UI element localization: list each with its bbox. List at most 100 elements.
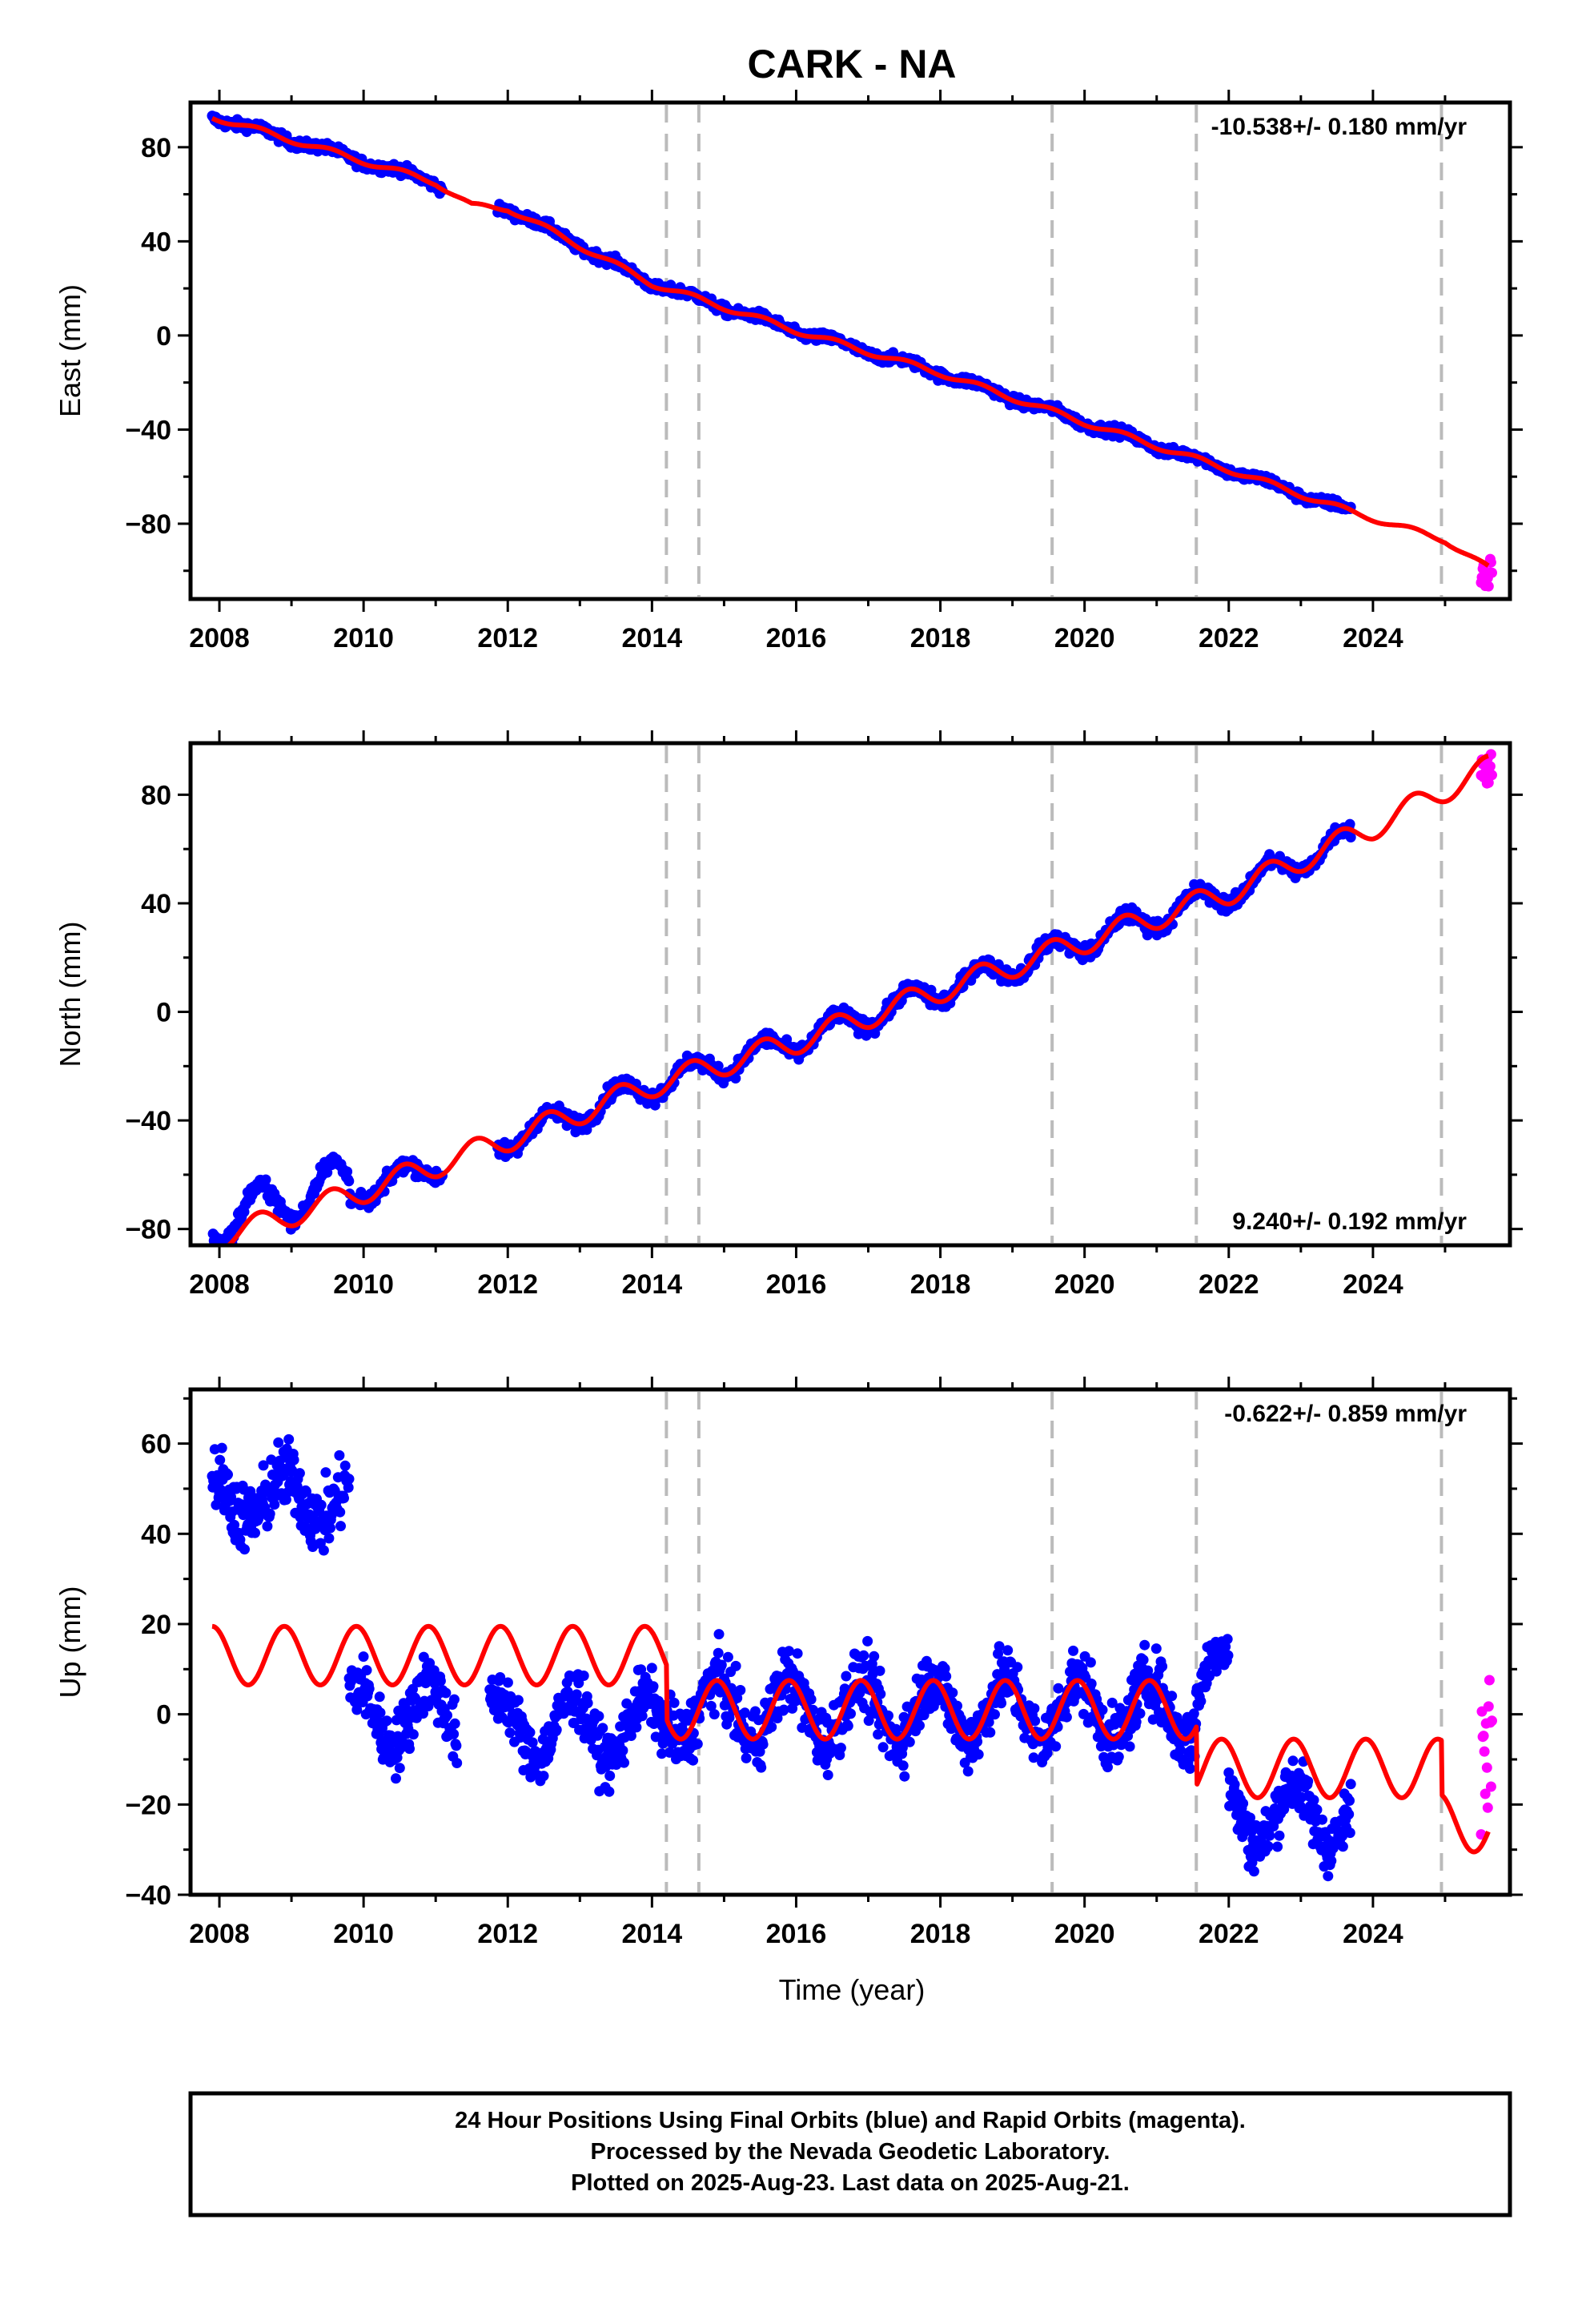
up-data-point xyxy=(512,1695,524,1706)
up-rapid-data-point xyxy=(1478,1731,1489,1742)
up-data-point xyxy=(394,1763,405,1774)
up-data-point xyxy=(597,1723,608,1734)
up-data-point xyxy=(363,1683,375,1695)
east-y-tick-label: 80 xyxy=(141,133,171,163)
up-data-point xyxy=(448,1728,460,1739)
up-data-point xyxy=(875,1688,886,1699)
up-x-tick-label: 2020 xyxy=(1054,1919,1115,1949)
up-data-point xyxy=(358,1651,369,1663)
north-x-tick-label: 2008 xyxy=(189,1269,250,1300)
up-data-point xyxy=(335,1521,346,1532)
up-data-point xyxy=(216,1442,227,1454)
up-y-tick-label: −20 xyxy=(125,1790,171,1820)
up-data-point xyxy=(1344,1795,1355,1806)
up-data-point xyxy=(869,1651,880,1662)
up-rapid-data-point xyxy=(1481,1762,1492,1773)
up-data-point xyxy=(1085,1657,1096,1668)
up-rapid-data-point xyxy=(1484,1675,1495,1686)
up-data-point xyxy=(223,1469,233,1480)
up-data-point xyxy=(571,1689,582,1700)
east-x-tick-label: 2012 xyxy=(477,623,538,653)
north-rapid-data-point xyxy=(1487,770,1497,781)
up-data-point xyxy=(1184,1763,1195,1774)
up-data-point xyxy=(375,1707,386,1719)
up-data-point xyxy=(339,1460,351,1471)
up-data-point xyxy=(1222,1634,1233,1645)
up-data-point xyxy=(374,1691,385,1703)
caption-line-1: 24 Hour Positions Using Final Orbits (bl… xyxy=(455,2108,1246,2133)
up-data-point xyxy=(1308,1795,1319,1806)
up-data-point xyxy=(449,1718,460,1729)
up-data-point xyxy=(619,1757,629,1768)
up-y-tick-label: 40 xyxy=(141,1519,171,1550)
up-x-tick-label: 2016 xyxy=(766,1919,827,1949)
north-x-tick-label: 2014 xyxy=(622,1269,683,1300)
up-data-point xyxy=(1053,1683,1064,1694)
up-data-point xyxy=(1317,1814,1327,1825)
up-x-tick-label: 2024 xyxy=(1343,1919,1403,1949)
north-y-axis-label: North (mm) xyxy=(54,922,86,1068)
up-data-point xyxy=(730,1660,741,1671)
up-data-point xyxy=(756,1762,767,1773)
up-panel: 2008 2010 2012 2014 2016 2018 2020 2022 2024 −40 −… xyxy=(54,1377,1523,1949)
up-y-axis-label: Up (mm) xyxy=(54,1586,86,1699)
up-x-tick-label: 2022 xyxy=(1199,1919,1259,1949)
north-x-tick-label: 2022 xyxy=(1199,1269,1259,1300)
up-data-point xyxy=(1157,1661,1168,1672)
north-x-tick-label: 2010 xyxy=(333,1269,394,1300)
up-data-point xyxy=(735,1685,746,1695)
up-data-point xyxy=(315,1499,327,1510)
up-rapid-data-point xyxy=(1482,1802,1493,1813)
up-data-point xyxy=(713,1629,725,1640)
up-data-point xyxy=(904,1736,915,1747)
up-data-point xyxy=(582,1698,593,1709)
north-y-tick-label: −80 xyxy=(125,1215,171,1245)
up-data-point xyxy=(962,1766,974,1777)
up-data-point xyxy=(899,1771,910,1782)
up-data-point xyxy=(805,1694,817,1705)
up-x-tick-label: 2012 xyxy=(477,1919,538,1949)
up-data-point xyxy=(941,1671,952,1682)
up-data-point xyxy=(617,1745,628,1756)
up-data-point xyxy=(435,1675,446,1687)
up-data-point xyxy=(504,1727,516,1739)
chart-title: CARK - NA xyxy=(747,42,956,86)
up-data-point xyxy=(874,1665,885,1676)
up-data-point xyxy=(335,1506,346,1518)
up-data-point xyxy=(1050,1741,1062,1752)
up-data-point xyxy=(1124,1741,1135,1752)
up-data-point xyxy=(914,1720,925,1731)
north-data-point xyxy=(730,1073,741,1084)
north-panel: 2008 2010 2012 2014 2016 2018 2020 2022 2024 −80 −… xyxy=(54,730,1523,1300)
up-data-point xyxy=(604,1771,616,1781)
north-data-point xyxy=(207,1248,218,1259)
up-data-point xyxy=(1303,1775,1314,1787)
north-data-point xyxy=(343,1176,355,1187)
east-rate-label: -10.538+/- 0.180 mm/yr xyxy=(1211,114,1468,140)
up-data-point xyxy=(451,1740,462,1751)
up-data-point xyxy=(524,1727,536,1738)
up-data-point xyxy=(822,1770,833,1780)
east-y-axis-label: East (mm) xyxy=(54,284,86,417)
up-data-point xyxy=(688,1755,699,1766)
up-x-tick-label: 2010 xyxy=(333,1919,394,1949)
up-data-point xyxy=(1311,1804,1323,1815)
up-data-point xyxy=(334,1449,345,1461)
up-data-point xyxy=(551,1724,562,1735)
up-data-point xyxy=(578,1671,589,1681)
up-data-point xyxy=(646,1663,657,1674)
up-data-point xyxy=(538,1771,549,1782)
up-data-point xyxy=(339,1493,349,1504)
up-data-point xyxy=(1264,1830,1275,1841)
east-x-tick-label: 2024 xyxy=(1343,623,1403,653)
north-y-tick-label: 40 xyxy=(141,889,171,919)
up-data-point xyxy=(990,1709,1000,1720)
up-data-point xyxy=(408,1729,419,1740)
up-data-point xyxy=(897,1760,909,1771)
up-data-point xyxy=(1150,1643,1162,1655)
up-data-point xyxy=(757,1739,769,1750)
up-data-point xyxy=(1343,1809,1355,1819)
up-data-point xyxy=(842,1720,853,1731)
up-data-point xyxy=(713,1647,724,1659)
